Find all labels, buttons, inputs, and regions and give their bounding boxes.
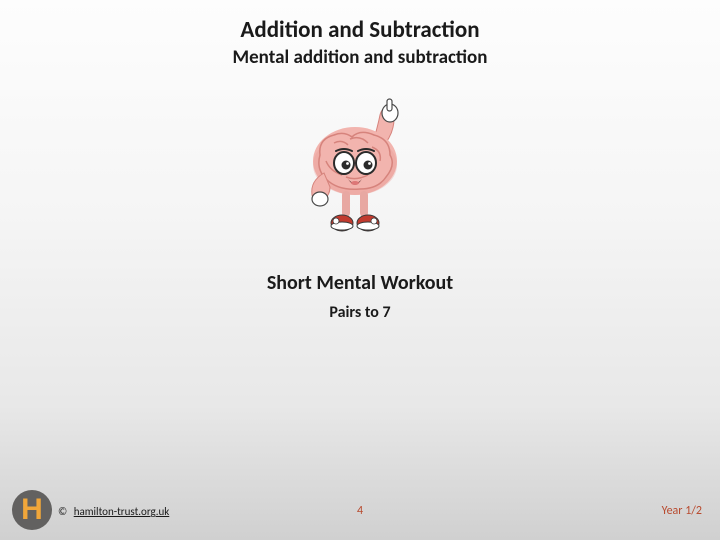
slide-number: 4: [357, 504, 363, 518]
source-link[interactable]: hamilton-trust.org.uk: [74, 505, 170, 518]
page-subtitle: Mental addition and subtraction: [0, 46, 720, 69]
page-title: Addition and Subtraction: [0, 0, 720, 44]
logo-badge: H: [12, 490, 52, 530]
copyright-symbol: ©: [58, 505, 67, 518]
year-label: Year 1/2: [662, 504, 702, 518]
brain-illustration: [0, 95, 720, 255]
brain-icon: [290, 95, 430, 255]
logo-letter: H: [21, 495, 43, 525]
pairs-label: Pairs to 7: [0, 303, 720, 322]
copyright: © hamilton-trust.org.uk: [58, 505, 169, 518]
workout-title: Short Mental Workout: [0, 271, 720, 295]
footer: H © hamilton-trust.org.uk 4 Year 1/2: [0, 486, 720, 530]
